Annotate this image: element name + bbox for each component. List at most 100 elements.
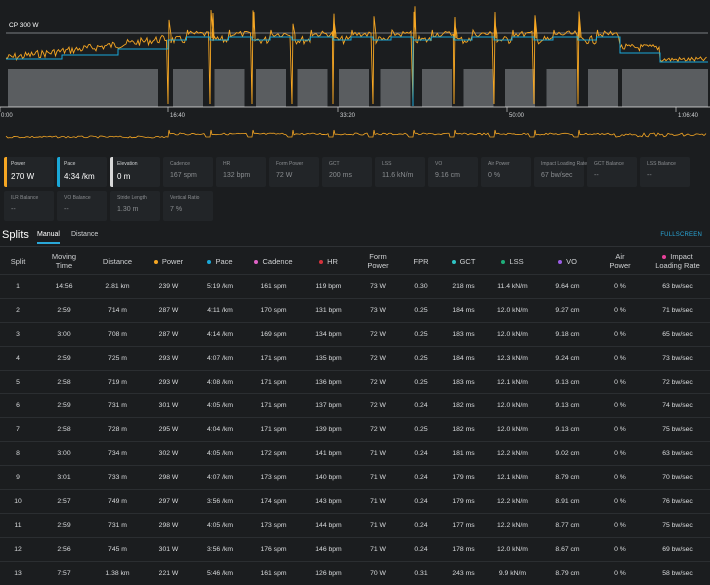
column-header[interactable]: Split <box>0 248 36 275</box>
splits-title: Splits <box>2 229 29 241</box>
metric-value: -- <box>647 172 652 179</box>
metric-lss-balance[interactable]: LSS Balance -- <box>640 157 690 187</box>
table-cell: 4:08 /km <box>194 369 246 394</box>
column-header[interactable]: Distance <box>92 248 143 275</box>
table-row[interactable]: 5 2:58 719 m 293 W 4:08 /km 171 spm 136 bpm 72 … <box>0 369 710 394</box>
table-cell: 71 W <box>356 536 400 562</box>
column-header-label: Air <box>615 252 625 261</box>
metric-selector-row-2: ILR Balance -- VO Balance -- Stride Length 1.… <box>4 191 213 221</box>
metric-hr[interactable]: HR 132 bpm <box>216 157 266 187</box>
table-cell: 173 spm <box>246 465 301 490</box>
table-row[interactable]: 3 3:00 708 m 287 W 4:14 /km 169 spm 134 bpm 72 … <box>0 321 710 347</box>
metric-vo[interactable]: VO 9.16 cm <box>428 157 478 187</box>
column-header[interactable]: Power <box>143 248 194 275</box>
fullscreen-button[interactable]: FULLSCREEN <box>660 232 702 238</box>
table-cell: 140 bpm <box>301 465 356 490</box>
table-cell: 71 W <box>356 489 400 514</box>
metric-label: VO <box>435 161 443 167</box>
metric-vo-balance[interactable]: VO Balance -- <box>57 191 107 221</box>
table-cell: 2:58 <box>36 369 92 394</box>
table-cell: 0.24 <box>400 465 442 490</box>
table-cell: 3:56 /km <box>194 536 246 562</box>
column-header[interactable]: Form Power <box>356 248 400 275</box>
activity-chart[interactable]: CP 300 W 0:00 16:40 33:20 50:00 1:06:40 <box>0 0 710 150</box>
table-cell: 719 m <box>92 369 143 394</box>
metric-air-power[interactable]: Air Power 0 % <box>481 157 531 187</box>
column-header[interactable]: GCT <box>442 248 485 275</box>
metric-vertical-ratio[interactable]: Vertical Ratio 7 % <box>163 191 213 221</box>
metric-value: 72 W <box>276 172 293 179</box>
column-header[interactable]: VO <box>540 248 595 275</box>
metric-gct[interactable]: GCT 200 ms <box>322 157 372 187</box>
series-dot-icon <box>207 259 212 264</box>
column-header[interactable]: Cadence <box>246 248 301 275</box>
splits-header: Splits Manual Distance FULLSCREEN <box>0 226 710 247</box>
metric-elevation[interactable]: Elevation 0 m <box>110 157 160 187</box>
table-cell: 182 ms <box>442 393 485 418</box>
column-header[interactable]: LSS <box>485 248 540 275</box>
table-cell: 75 bw/sec <box>645 417 710 442</box>
table-row[interactable]: 8 3:00 734 m 302 W 4:05 /km 172 spm 141 bpm 71 … <box>0 441 710 466</box>
table-cell: 70 bw/sec <box>645 465 710 490</box>
metric-stride-length[interactable]: Stride Length 1.30 m <box>110 191 160 221</box>
table-cell: 1.38 km <box>92 560 143 585</box>
metric-value: 67 bw/sec <box>541 172 573 179</box>
table-cell: 8 <box>0 441 36 466</box>
table-cell: 10 <box>0 489 36 514</box>
column-header[interactable]: HR <box>301 248 356 275</box>
metric-label: Stride Length <box>117 195 147 201</box>
table-cell: 146 bpm <box>301 536 356 562</box>
metric-cadence[interactable]: Cadence 167 spm <box>163 157 213 187</box>
metric-impact-loading-rate[interactable]: Impact Loading Rate 67 bw/sec <box>534 157 588 187</box>
metric-label: Impact Loading Rate <box>541 161 588 167</box>
metric-power[interactable]: Power 270 W <box>4 157 54 187</box>
table-row[interactable]: 2 2:59 714 m 287 W 4:11 /km 170 spm 131 bpm 73 … <box>0 297 710 323</box>
overview-strip[interactable] <box>0 120 710 150</box>
metric-lss[interactable]: LSS 11.6 kN/m <box>375 157 425 187</box>
column-header[interactable]: Air Power <box>595 248 645 275</box>
column-header[interactable]: Moving Time <box>36 248 92 275</box>
column-header-label: Impact <box>670 252 693 261</box>
table-cell: 4 <box>0 345 36 371</box>
column-header[interactable]: Pace <box>194 248 246 275</box>
table-cell: 2 <box>0 297 36 323</box>
metric-form-power[interactable]: Form Power 72 W <box>269 157 319 187</box>
column-header[interactable]: FPR <box>400 248 442 275</box>
table-cell: 72 W <box>356 417 400 442</box>
tab-distance[interactable]: Distance <box>71 231 99 238</box>
table-cell: 293 W <box>143 345 194 371</box>
table-cell: 295 W <box>143 417 194 442</box>
metric-gct-balance[interactable]: GCT Balance -- <box>587 157 637 187</box>
column-header-label: Form <box>369 252 387 261</box>
table-cell: 4:07 /km <box>194 345 246 371</box>
table-cell: 2:59 <box>36 512 92 538</box>
table-row[interactable]: 10 2:57 749 m 297 W 3:56 /km 174 spm 143 bpm 71… <box>0 489 710 514</box>
table-cell: 139 bpm <box>301 417 356 442</box>
table-row[interactable]: 1 14:56 2.81 km 239 W 5:19 /km 161 spm 119 bpm… <box>0 274 710 299</box>
table-row[interactable]: 12 2:56 745 m 301 W 3:56 /km 176 spm 146 bpm 71… <box>0 536 710 562</box>
table-row[interactable]: 11 2:59 731 m 298 W 4:05 /km 173 spm 144 bpm 71… <box>0 512 710 538</box>
table-cell: 11.4 kN/m <box>485 274 540 299</box>
metric-value: 270 W <box>11 172 35 181</box>
table-cell: 12.0 kN/m <box>485 393 540 418</box>
table-cell: 184 ms <box>442 345 485 371</box>
table-row[interactable]: 7 2:58 728 m 295 W 4:04 /km 171 spm 139 bpm 72 … <box>0 417 710 442</box>
table-cell: 12.1 kN/m <box>485 465 540 490</box>
metric-ilr-balance[interactable]: ILR Balance -- <box>4 191 54 221</box>
metric-value: 9.16 cm <box>435 172 460 179</box>
table-cell: 58 bw/sec <box>645 560 710 585</box>
column-header[interactable]: Impact Loading Rate <box>645 248 710 275</box>
table-cell: 2.81 km <box>92 274 143 299</box>
column-header-label: Moving <box>51 252 77 261</box>
table-cell: 0 % <box>595 369 645 394</box>
table-row[interactable]: 9 3:01 733 m 298 W 4:07 /km 173 spm 140 bpm 71 … <box>0 465 710 490</box>
table-cell: 4:04 /km <box>194 417 246 442</box>
tab-manual[interactable]: Manual <box>37 231 60 244</box>
table-row[interactable]: 4 2:59 725 m 293 W 4:07 /km 171 spm 135 bpm 72 … <box>0 345 710 371</box>
table-row[interactable]: 6 2:59 731 m 301 W 4:05 /km 171 spm 137 bpm 72 … <box>0 393 710 418</box>
metric-pace[interactable]: Pace 4:34 /km <box>57 157 107 187</box>
table-row[interactable]: 13 7:57 1.38 km 221 W 5:46 /km 161 spm 126 bpm… <box>0 560 710 585</box>
time-tick-label: 16:40 <box>170 113 186 119</box>
table-cell: 72 W <box>356 345 400 371</box>
table-cell: 2:59 <box>36 345 92 371</box>
